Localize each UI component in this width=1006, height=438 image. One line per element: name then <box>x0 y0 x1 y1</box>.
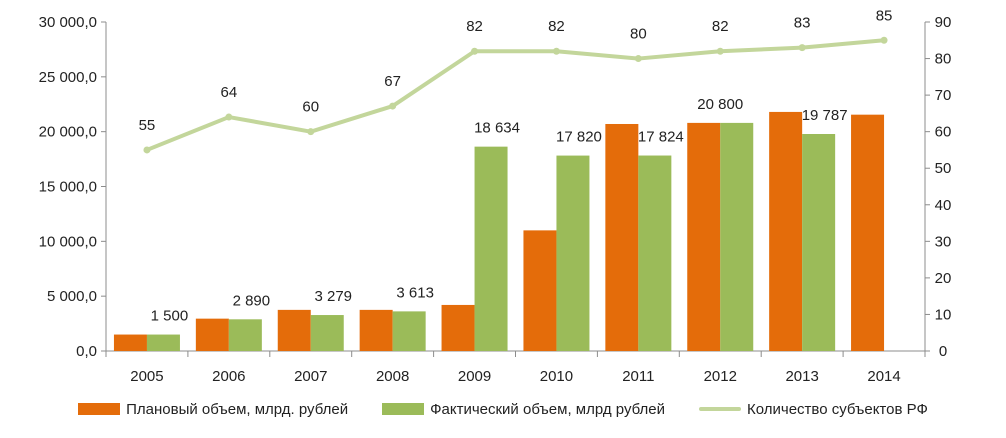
y-right-tick-label: 20 <box>935 270 952 287</box>
data-label-fact: 19 787 <box>802 107 848 124</box>
data-labels: 1 500 2 890 3 279 3 613 18 634 17 820 17 824 20… <box>139 7 893 324</box>
y-right-tick-label: 50 <box>935 160 952 177</box>
legend-swatch-plan <box>78 403 121 415</box>
line-point <box>225 113 233 121</box>
bar-fact <box>556 155 590 351</box>
data-label-regions: 67 <box>384 73 401 90</box>
bar-plan <box>113 334 147 351</box>
x-tick-label: 2008 <box>376 368 409 385</box>
y-right-tick-label: 30 <box>935 233 952 250</box>
y-left-tick-label: 30 000,0 <box>39 14 97 31</box>
axes: 0,0 5 000,0 10 000,0 15 000,0 20 000,0 25 000… <box>39 14 952 385</box>
data-label-fact: 20 800 <box>697 96 743 113</box>
y-right-tick-label: 10 <box>935 306 952 323</box>
bar-plan <box>441 304 475 351</box>
legend: Плановый объем, млрд. рублей Фактический… <box>0 397 1006 421</box>
x-tick-label: 2014 <box>867 368 900 385</box>
line-point <box>798 44 806 52</box>
bar-plan <box>523 230 557 351</box>
y-left-tick-label: 0,0 <box>76 343 97 360</box>
y-left-tick-label: 10 000,0 <box>39 233 97 250</box>
line-point <box>307 128 315 136</box>
bar-plan <box>687 122 721 351</box>
y-right-tick-label: 70 <box>935 87 952 104</box>
data-label-fact: 3 279 <box>314 288 352 305</box>
legend-label-plan: Плановый объем, млрд. рублей <box>126 400 349 418</box>
bars <box>113 111 885 352</box>
data-label-regions: 82 <box>712 18 729 35</box>
line-regions <box>144 38 887 152</box>
y-left-tick-label: 25 000,0 <box>39 69 97 86</box>
bar-fact <box>802 134 836 351</box>
line-point <box>389 102 397 110</box>
bar-fact <box>720 122 754 351</box>
y-right-tick-label: 0 <box>939 343 947 360</box>
bar-plan <box>605 123 639 352</box>
legend-item-regions: Количество субъектов РФ <box>699 401 928 418</box>
bar-plan <box>851 114 885 351</box>
legend-swatch-regions <box>699 407 741 411</box>
line-point <box>716 47 724 55</box>
data-label-fact: 2 890 <box>233 292 271 309</box>
y-right-tick-label: 40 <box>935 197 952 214</box>
data-label-regions: 80 <box>630 26 647 43</box>
legend-label-regions: Количество субъектов РФ <box>747 400 928 418</box>
data-label-regions: 82 <box>548 18 565 35</box>
y-left-tick-label: 20 000,0 <box>39 124 97 141</box>
data-label-regions: 82 <box>466 18 483 35</box>
legend-item-fact: Фактический объем, млрд рублей <box>382 401 665 418</box>
y-left-tick-label: 15 000,0 <box>39 179 97 196</box>
line-point <box>552 47 560 55</box>
data-label-regions: 55 <box>139 117 156 134</box>
y-left-tick-label: 5 000,0 <box>47 288 97 305</box>
bar-fact <box>474 146 508 351</box>
data-label-regions: 85 <box>876 7 893 24</box>
bar-plan <box>277 309 311 351</box>
bar-fact <box>392 311 426 351</box>
data-label-fact: 17 820 <box>556 129 602 146</box>
line-point <box>880 36 888 44</box>
x-tick-label: 2013 <box>785 368 818 385</box>
y-right-tick-label: 80 <box>935 51 952 68</box>
bar-plan <box>359 309 393 351</box>
x-tick-label: 2007 <box>294 368 327 385</box>
line-series <box>143 36 888 154</box>
legend-label-fact: Фактический объем, млрд рублей <box>430 400 665 418</box>
bar-fact <box>310 315 344 351</box>
bar-fact <box>228 319 262 351</box>
bar-fact <box>146 334 180 351</box>
data-label-fact: 18 634 <box>474 120 520 137</box>
x-tick-label: 2011 <box>622 368 654 385</box>
data-label-fact: 17 824 <box>638 129 684 146</box>
line-point <box>143 146 151 154</box>
data-label-regions: 64 <box>221 84 238 101</box>
line-point <box>471 47 479 55</box>
y-right-tick-label: 90 <box>935 14 952 31</box>
x-tick-label: 2006 <box>212 368 245 385</box>
x-tick-label: 2009 <box>458 368 491 385</box>
data-label-regions: 60 <box>302 99 319 116</box>
y-right-tick-label: 60 <box>935 124 952 141</box>
legend-item-plan: Плановый объем, млрд. рублей <box>78 401 348 418</box>
data-label-fact: 1 500 <box>151 308 189 325</box>
x-tick-label: 2010 <box>540 368 573 385</box>
data-label-regions: 83 <box>794 15 811 32</box>
x-tick-label: 2005 <box>130 368 163 385</box>
x-tick-label: 2012 <box>704 368 737 385</box>
bar-fact <box>638 155 672 351</box>
legend-swatch-fact <box>382 403 425 415</box>
line-point <box>634 55 642 63</box>
bar-plan <box>769 111 803 351</box>
data-label-fact: 3 613 <box>396 284 434 301</box>
bar-plan <box>195 318 229 351</box>
